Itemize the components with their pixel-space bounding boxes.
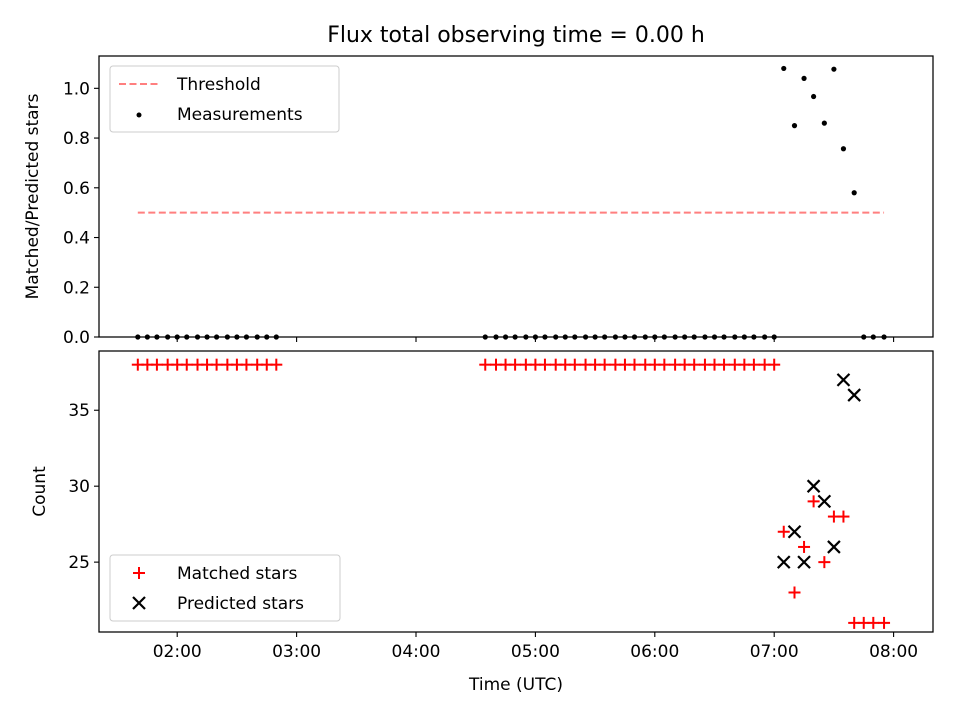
x-tick-label: 08:00 xyxy=(869,642,918,662)
y-tick-label: 35 xyxy=(68,401,90,421)
matched-star-point xyxy=(747,358,760,371)
legend-predicted-label: Predicted stars xyxy=(177,594,304,614)
predicted-star-point xyxy=(776,555,791,569)
matched-star-point xyxy=(718,358,731,371)
x-tick-label: 06:00 xyxy=(630,642,679,662)
matched-star-point xyxy=(807,495,820,508)
top-axes-flux-ratio: 0.0 0.2 0.4 0.6 0.8 1.0 Matched/Predicted sta… xyxy=(23,55,934,348)
measurement-point xyxy=(821,120,827,126)
top-axes-y-label: Matched/Predicted stars xyxy=(23,93,43,299)
legend-measurements-label: Measurements xyxy=(177,105,303,125)
matched-star-point xyxy=(509,358,522,371)
legend-plus-marker xyxy=(133,567,145,579)
y-tick-label: 25 xyxy=(68,553,90,573)
y-tick-label: 1.0 xyxy=(63,79,90,99)
bottom-axes-y-label: Count xyxy=(30,466,50,517)
matched-star-point xyxy=(658,358,671,371)
x-tick-label: 07:00 xyxy=(750,642,799,662)
legend-cross-marker xyxy=(132,596,146,610)
top-axes-frame xyxy=(98,55,934,338)
legend-threshold-label: Threshold xyxy=(176,75,261,95)
x-axis-label: Time (UTC) xyxy=(468,675,563,695)
measurement-point xyxy=(840,146,847,152)
measurement-point xyxy=(791,123,798,129)
legend-predicted-swatch xyxy=(132,596,146,610)
matched-star-point xyxy=(180,358,193,371)
y-tick-label: 0.4 xyxy=(63,229,90,249)
top-axes-ticks: 0.0 0.2 0.4 0.6 0.8 1.0 xyxy=(63,79,895,348)
top-axes-legend: Threshold Measurements xyxy=(109,65,340,133)
predicted-star-point xyxy=(797,555,811,569)
y-tick-label: 30 xyxy=(68,477,90,497)
x-tick-label: 02:00 xyxy=(153,642,202,662)
counts-plot-area xyxy=(131,358,891,629)
matched-star-point xyxy=(240,358,253,371)
matched-star-point xyxy=(837,510,850,523)
matched-star-point xyxy=(788,586,801,599)
matched-star-point xyxy=(688,358,701,371)
bottom-legend-frame xyxy=(109,554,341,622)
legend-matched-label: Matched stars xyxy=(177,564,297,584)
matched-star-point xyxy=(568,358,581,371)
legend-matched-swatch xyxy=(133,567,145,579)
predicted-star-point xyxy=(827,540,841,554)
y-tick-label: 0.6 xyxy=(63,179,90,199)
matched-star-point xyxy=(150,358,163,371)
y-tick-label: 0.0 xyxy=(63,328,90,348)
bottom-axes-counts: 25 30 35 02:00 03:00 04:00 05:00 06:00 07:00 08:0… xyxy=(30,350,934,695)
x-tick-label: 05:00 xyxy=(511,642,560,662)
matched-star-point xyxy=(628,358,641,371)
x-tick-label: 03:00 xyxy=(272,642,321,662)
matched-star-point xyxy=(777,525,790,538)
measurement-point xyxy=(811,93,817,100)
predicted-star-point xyxy=(817,494,832,509)
predicted-star-point xyxy=(787,524,802,539)
legend-measurements-swatch xyxy=(136,112,142,118)
bottom-axes-legend: Matched stars Predicted stars xyxy=(109,554,341,622)
measurement-point xyxy=(851,190,857,196)
matched-star-point xyxy=(867,616,880,629)
matched-star-point xyxy=(818,556,831,569)
x-tick-label: 04:00 xyxy=(392,642,441,662)
matched-star-point xyxy=(210,358,223,371)
matched-star-point xyxy=(878,616,891,629)
measurement-point xyxy=(801,75,807,81)
top-legend-frame xyxy=(109,65,340,133)
predicted-star-point xyxy=(806,479,821,493)
measurement-point xyxy=(781,65,787,72)
predicted-star-point xyxy=(836,373,851,387)
matched-star-point xyxy=(538,358,551,371)
bottom-axes-frame xyxy=(98,350,934,633)
y-tick-label: 0.8 xyxy=(63,129,90,149)
bottom-axes-ticks: 25 30 35 02:00 03:00 04:00 05:00 06:00 07:00 08:0… xyxy=(68,401,918,662)
matched-star-point xyxy=(479,358,492,371)
y-tick-label: 0.2 xyxy=(63,278,90,298)
matched-star-point xyxy=(270,358,283,371)
matched-star-point xyxy=(598,358,611,371)
matched-star-point xyxy=(798,540,811,553)
predicted-star-point xyxy=(847,388,861,402)
matched-star-point xyxy=(768,358,781,371)
chart-title: Flux total observing time = 0.00 h xyxy=(327,23,705,48)
measurement-point xyxy=(831,66,837,72)
